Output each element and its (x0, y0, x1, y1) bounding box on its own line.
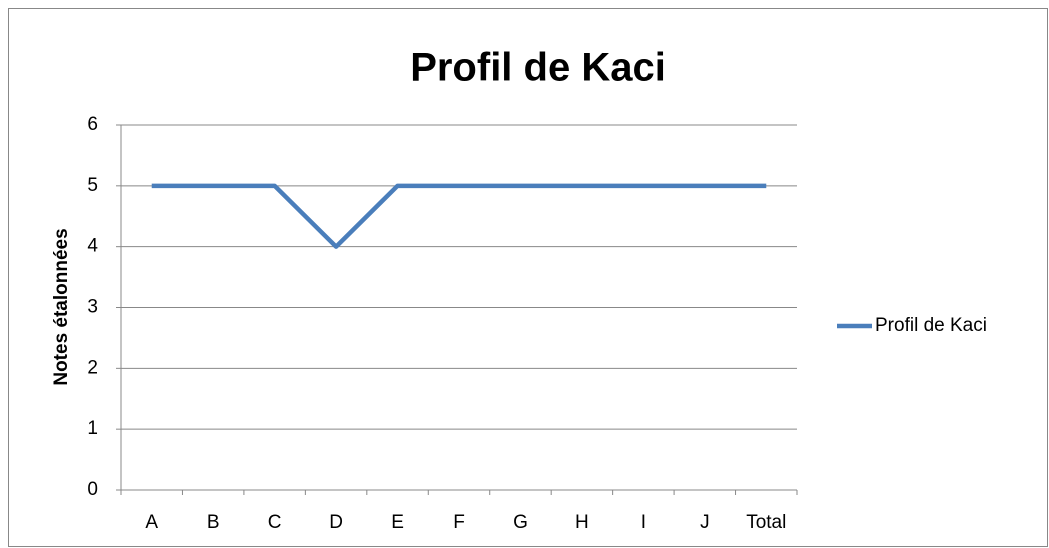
x-tick-label: A (145, 512, 158, 533)
x-tick-label: D (329, 512, 343, 533)
x-tick-label: Total (746, 512, 786, 533)
x-tick-label: G (513, 512, 528, 533)
chart-frame (8, 8, 1048, 547)
y-tick-label: 1 (87, 418, 98, 439)
x-tick-label: H (575, 512, 589, 533)
x-tick-label: E (391, 512, 404, 533)
x-tick-label: I (641, 512, 646, 533)
y-axis-label: Notes étalonnées (51, 228, 72, 385)
y-tick-label: 6 (87, 114, 98, 135)
x-tick-label: B (207, 512, 220, 533)
data-line (151, 183, 767, 249)
x-tick-label: F (453, 512, 465, 533)
x-tick-label: C (268, 512, 282, 533)
y-tick-label: 5 (87, 175, 98, 196)
y-tick-label: 3 (87, 297, 98, 318)
x-tick-label: J (700, 512, 710, 533)
y-tick-label: 2 (87, 357, 98, 378)
y-tick-label: 0 (87, 479, 98, 500)
chart-title: Profil de Kaci (410, 46, 666, 90)
legend-label: Profil de Kaci (875, 315, 987, 336)
y-tick-label: 4 (87, 236, 98, 257)
